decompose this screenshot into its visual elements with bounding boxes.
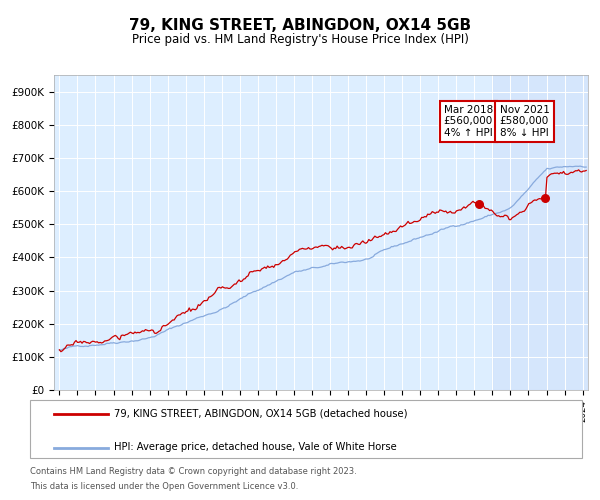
Point [540,194,550,202]
Bar [493,75,588,390]
Text: Contains HM Land Registry data © Crown copyright and database right 2023.: Contains HM Land Registry data © Crown c… [30,467,357,476]
Text: Mar 2018
£560,000
4% ↑ HPI: Mar 2018 £560,000 4% ↑ HPI [443,105,493,138]
Point [474,200,484,208]
Text: Nov 2021
£580,000
8% ↓ HPI: Nov 2021 £580,000 8% ↓ HPI [500,105,550,138]
Text: Price paid vs. HM Land Registry's House Price Index (HPI): Price paid vs. HM Land Registry's House … [131,32,469,46]
Text: 79, KING STREET, ABINGDON, OX14 5GB: 79, KING STREET, ABINGDON, OX14 5GB [129,18,471,32]
Text: 79, KING STREET, ABINGDON, OX14 5GB (detached house): 79, KING STREET, ABINGDON, OX14 5GB (det… [114,408,407,418]
Text: HPI: Average price, detached house, Vale of White Horse: HPI: Average price, detached house, Vale… [114,442,397,452]
Text: This data is licensed under the Open Government Licence v3.0.: This data is licensed under the Open Gov… [30,482,298,491]
